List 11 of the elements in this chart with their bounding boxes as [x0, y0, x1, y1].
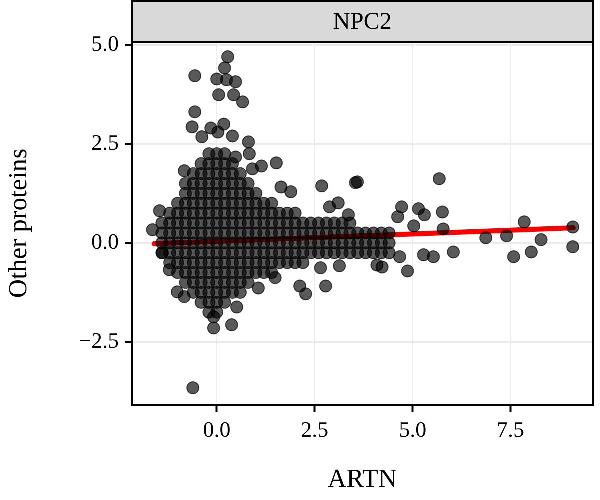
y-axis-title: Other proteins	[3, 148, 32, 298]
y-tick-label: −2.5	[79, 328, 119, 353]
y-tick-label: 2.5	[92, 130, 119, 155]
x-tick-label: 2.5	[301, 416, 329, 442]
y-tick-label: 0.0	[92, 228, 119, 254]
x-axis-title: ARTN	[328, 464, 398, 494]
x-tick-label: 0.0	[203, 416, 231, 442]
x-tick-label: 5.0	[399, 416, 427, 442]
x-tick-label: 7.5	[497, 416, 524, 442]
chart-title: NPC2	[131, 0, 594, 42]
y-tick-label: 5.0	[92, 30, 119, 56]
